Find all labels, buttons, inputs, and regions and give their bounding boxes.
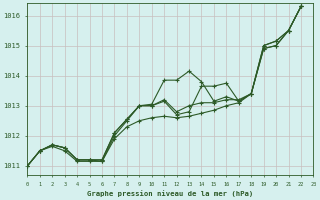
X-axis label: Graphe pression niveau de la mer (hPa): Graphe pression niveau de la mer (hPa) (87, 190, 253, 197)
